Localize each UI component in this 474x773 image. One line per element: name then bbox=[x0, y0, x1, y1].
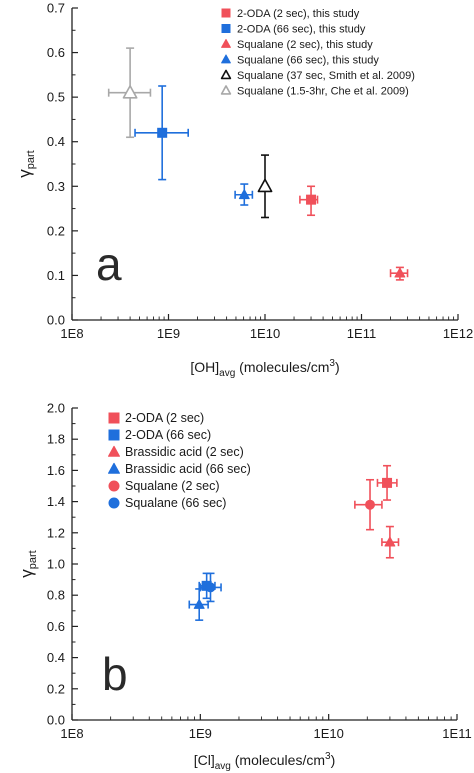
x-tick-label: 1E11 bbox=[442, 726, 471, 741]
legend: 2-ODA (2 sec), this study 2-ODA (66 sec),… bbox=[220, 8, 415, 98]
legend-label: 2-ODA (66 sec), this study bbox=[237, 24, 366, 36]
y-tick-label: 0.6 bbox=[47, 45, 65, 60]
y-tick-label: 0.4 bbox=[47, 134, 65, 149]
panel-label: b bbox=[102, 648, 128, 700]
data-point bbox=[365, 499, 376, 510]
x-label-sub: avg bbox=[215, 761, 231, 772]
series-4 bbox=[354, 478, 383, 531]
y-tick-label: 1.2 bbox=[47, 525, 65, 540]
y-tick-label: 1.4 bbox=[47, 494, 65, 509]
x-tick-label: 1E8 bbox=[60, 726, 83, 741]
legend-marker bbox=[108, 480, 120, 492]
series-3 bbox=[188, 588, 209, 621]
data-point bbox=[193, 598, 205, 609]
y-label-sub: part bbox=[25, 150, 37, 169]
x-label-rest: (molecules/cm bbox=[235, 359, 329, 375]
legend-marker bbox=[221, 38, 231, 48]
legend-label: 2-ODA (2 sec) bbox=[125, 411, 204, 425]
legend-label: Squalane (1.5-3hr, Che et al. 2009) bbox=[237, 86, 409, 98]
y-tick-label: 0.3 bbox=[47, 179, 65, 194]
x-label-end: ) bbox=[331, 752, 336, 768]
y-axis-label: γpart bbox=[15, 150, 37, 177]
y-tick-label: 0.2 bbox=[47, 223, 65, 238]
legend-label: Brassidic acid (2 sec) bbox=[125, 445, 244, 459]
y-label-main: γ bbox=[15, 169, 34, 178]
y-tick-label: 0.0 bbox=[47, 313, 65, 328]
x-label-rest: (molecules/cm bbox=[231, 752, 325, 768]
y-tick-label: 0.0 bbox=[47, 713, 65, 728]
series-1 bbox=[134, 85, 189, 181]
x-label-sup: 3 bbox=[325, 751, 331, 762]
legend-marker bbox=[108, 497, 120, 509]
x-axis-label: [OH]avg (molecules/cm3) bbox=[190, 358, 339, 379]
data-point bbox=[122, 85, 138, 99]
data-point bbox=[238, 189, 250, 200]
y-tick-label: 0.2 bbox=[47, 681, 65, 696]
y-tick-label: 1.0 bbox=[47, 557, 65, 572]
x-axis-label: [Cl]avg (molecules/cm3) bbox=[194, 751, 336, 772]
legend-marker bbox=[108, 412, 120, 424]
legend: 2-ODA (2 sec) 2-ODA (66 sec) Brassidic aci… bbox=[108, 411, 251, 510]
legend-label: 2-ODA (2 sec), this study bbox=[237, 8, 360, 20]
x-tick-label: 1E10 bbox=[313, 726, 343, 741]
legend-label: Squalane (2 sec) bbox=[125, 479, 220, 493]
data-point bbox=[157, 127, 168, 138]
data-point bbox=[257, 178, 273, 193]
legend-marker bbox=[220, 85, 232, 95]
panel-label: a bbox=[96, 238, 122, 290]
legend-label: Brassidic acid (66 sec) bbox=[125, 462, 251, 476]
chart-panel-a: 0.0 0.1 0.2 0.3 0.4 0.5 0.6 0.7 1E8 1E9 1E10 1E11 1E… bbox=[15, 1, 473, 380]
series-3 bbox=[234, 183, 254, 206]
series-4 bbox=[257, 154, 273, 219]
y-axis-label: γpart bbox=[17, 550, 39, 577]
x-tick-label: 1E9 bbox=[157, 326, 180, 341]
y-label-sub: part bbox=[27, 550, 39, 569]
y-label-main: γ bbox=[17, 569, 36, 578]
x-label-main: [Cl] bbox=[194, 752, 215, 768]
x-tick-label: 1E8 bbox=[60, 326, 83, 341]
x-tick-label: 1E9 bbox=[189, 726, 212, 741]
legend-label: Squalane (66 sec), this study bbox=[237, 55, 379, 67]
y-tick-label: 0.4 bbox=[47, 650, 65, 665]
legend-label: 2-ODA (66 sec) bbox=[125, 428, 211, 442]
data-point bbox=[394, 267, 406, 278]
x-label-end: ) bbox=[335, 359, 340, 375]
y-tick-label: 1.6 bbox=[47, 463, 65, 478]
legend-label: Squalane (2 sec), this study bbox=[237, 39, 373, 51]
y-tick-label: 2.0 bbox=[47, 401, 65, 416]
legend-marker bbox=[221, 54, 231, 64]
data-point bbox=[382, 477, 393, 488]
data-point bbox=[384, 536, 396, 547]
legend-marker bbox=[221, 24, 231, 33]
x-label-sub: avg bbox=[219, 368, 235, 379]
data-point bbox=[306, 194, 317, 205]
legend-marker bbox=[108, 445, 120, 457]
series-0 bbox=[376, 464, 398, 501]
y-tick-label: 0.1 bbox=[47, 268, 65, 283]
series-2 bbox=[389, 266, 409, 281]
x-tick-label: 1E11 bbox=[347, 326, 376, 341]
series-5 bbox=[199, 572, 222, 603]
chart-panel-b: 0.0 0.2 0.4 0.6 0.8 1.0 1.2 1.4 1.6 1.8 2.0 1E8 1E9 1… bbox=[17, 401, 472, 773]
x-label-main: [OH] bbox=[190, 359, 219, 375]
series-2 bbox=[381, 525, 400, 559]
x-label-sup: 3 bbox=[329, 358, 335, 369]
y-tick-label: 0.7 bbox=[47, 1, 65, 16]
x-tick-label: 1E10 bbox=[250, 326, 280, 341]
x-tick-label: 1E12 bbox=[443, 326, 473, 341]
legend-marker bbox=[220, 69, 232, 80]
y-tick-label: 0.6 bbox=[47, 619, 65, 634]
y-tick-label: 0.5 bbox=[47, 90, 65, 105]
legend-marker bbox=[108, 462, 120, 474]
legend-marker bbox=[108, 429, 120, 441]
series-5 bbox=[107, 47, 152, 139]
y-tick-label: 0.8 bbox=[47, 588, 65, 603]
data-point bbox=[205, 582, 216, 593]
legend-label: Squalane (66 sec) bbox=[125, 496, 226, 510]
legend-marker bbox=[221, 8, 231, 18]
y-tick-label: 1.8 bbox=[47, 432, 65, 447]
legend-label: Squalane (37 sec, Smith et al. 2009) bbox=[237, 70, 415, 82]
series-0 bbox=[299, 185, 319, 217]
